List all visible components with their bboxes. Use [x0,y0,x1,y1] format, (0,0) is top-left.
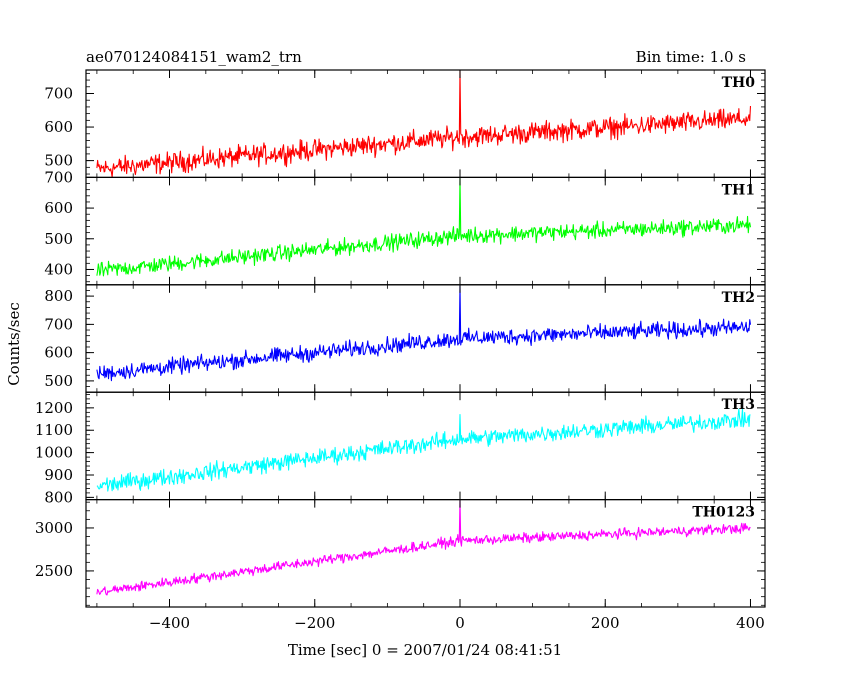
x-tick-label: 0 [455,614,465,632]
y-tick-label-th3: 800 [44,488,73,506]
y-tick-label-th1: 500 [44,230,73,248]
x-tick-label: 200 [591,614,620,632]
panel-th0: 500 600 700 TH0 [44,69,766,179]
y-tick-label-th1: 700 [44,168,73,186]
y-tick-label-th3: 1200 [35,399,73,417]
panel-th1: 400 500 600 700 TH1 [44,168,766,286]
y-tick-label-th1: 600 [44,199,73,217]
y-axis-label: Counts/sec [5,302,23,386]
x-axis: −400 −200 0 200 400 [149,614,765,632]
y-tick-label-th2: 700 [44,315,73,333]
panel-label-th3: TH3 [722,397,755,413]
y-tick-label-th2: 800 [44,287,73,305]
y-tick-label-th1: 400 [44,260,73,278]
panel-label-th0: TH0 [722,75,756,91]
x-axis-label: Time [sec] 0 = 2007/01/24 08:41:51 [288,641,562,659]
y-tick-label-th0: 700 [44,84,73,102]
y-tick-label-th0: 600 [44,118,73,136]
panel-label-th0123: TH0123 [692,505,755,521]
y-tick-label-th0: 500 [44,152,73,170]
series-line-th0123 [96,499,751,596]
chart-title: ae070124084151_wam2_trn [86,48,302,66]
panel-th2: 500 600 700 800 TH2 [44,284,766,393]
y-tick-label-th2: 500 [44,372,73,390]
x-tick-label: −200 [294,614,335,632]
series-line-th1 [96,177,752,277]
series-line-th0 [96,70,752,178]
panel-th0123: 2500 3000 TH0123 [35,499,766,608]
y-tick-label-th3: 1100 [35,421,73,439]
y-tick-label-th3: 1000 [35,444,73,462]
panel-label-th2: TH2 [722,290,755,306]
series-line-th3 [96,408,751,492]
panel-label-th1: TH1 [722,182,755,198]
panel-th3: 800 900 1000 1100 1200 TH3 [35,391,766,506]
x-tick-label: −400 [149,614,190,632]
y-tick-label-th3: 900 [44,466,73,484]
x-tick-label: 400 [736,614,765,632]
y-tick-label-th2: 600 [44,344,73,362]
y-tick-label-th0123: 3000 [35,519,73,537]
panel-frame-th2 [85,284,766,393]
y-tick-label-th0123: 2500 [35,562,73,580]
chart-panels: 500 600 700 TH0 400 500 600 700 TH1 500 600 700 800 T… [35,69,766,608]
bin-time-label: Bin time: 1.0 s [636,48,746,66]
panel-frame-th0123 [85,499,766,608]
series-line-th2 [96,284,752,382]
